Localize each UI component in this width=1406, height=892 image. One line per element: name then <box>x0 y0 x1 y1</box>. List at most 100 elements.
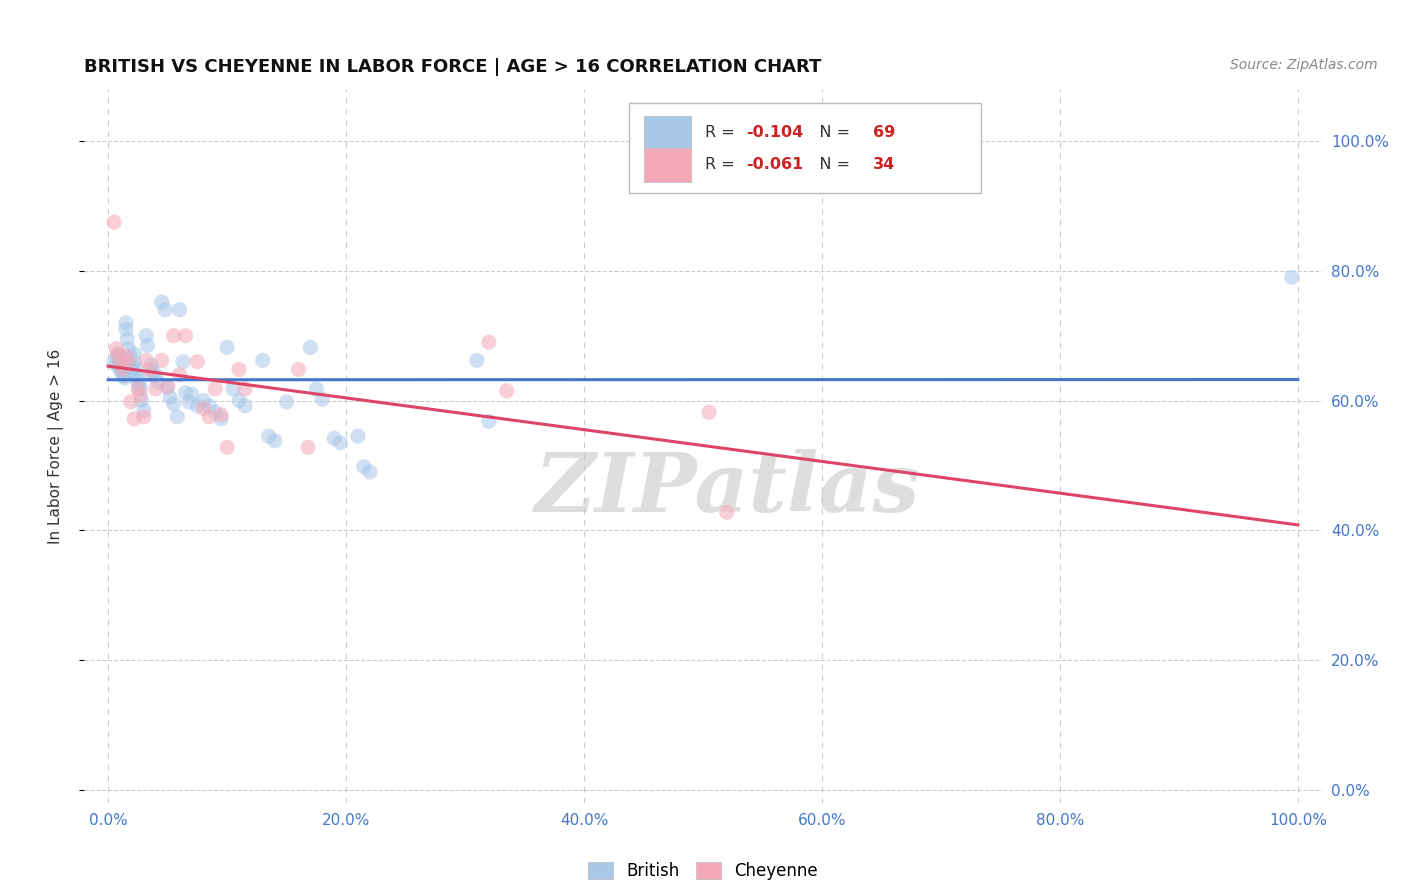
Text: 69: 69 <box>873 125 894 140</box>
Point <box>115 322 138 336</box>
FancyBboxPatch shape <box>628 103 981 193</box>
Point <box>128 377 150 392</box>
Point <box>297 440 319 454</box>
Point <box>132 403 155 417</box>
Point <box>103 215 125 229</box>
Point <box>465 353 488 368</box>
Point <box>107 347 129 361</box>
Point <box>169 368 191 382</box>
Point <box>323 431 346 445</box>
Point <box>228 393 250 408</box>
Legend: British, Cheyenne: British, Cheyenne <box>588 862 818 880</box>
Point <box>108 361 131 376</box>
Point <box>209 408 232 422</box>
Point <box>110 364 132 378</box>
Point <box>127 382 149 396</box>
Text: 34: 34 <box>873 157 894 172</box>
Point <box>204 405 226 419</box>
Point <box>478 335 501 350</box>
Point <box>124 411 146 425</box>
Text: ZIPatlas: ZIPatlas <box>536 449 921 529</box>
Text: R =: R = <box>706 125 741 140</box>
Point <box>204 382 226 396</box>
Point <box>193 401 215 416</box>
Point <box>125 368 148 383</box>
Point <box>217 340 239 354</box>
Point <box>103 354 125 368</box>
Point <box>150 295 173 310</box>
Point <box>107 348 129 362</box>
Text: -0.061: -0.061 <box>747 157 804 172</box>
Text: BRITISH VS CHEYENNE IN LABOR FORCE | AGE > 16 CORRELATION CHART: BRITISH VS CHEYENNE IN LABOR FORCE | AGE… <box>84 58 821 76</box>
Point <box>108 354 131 368</box>
Point <box>162 328 184 343</box>
Point <box>108 351 131 366</box>
Point <box>142 364 165 378</box>
Point <box>329 435 352 450</box>
Point <box>155 302 177 317</box>
Point <box>263 434 285 448</box>
Point <box>697 405 720 419</box>
Point <box>117 342 139 356</box>
Point <box>186 399 208 413</box>
Point <box>118 348 141 362</box>
Text: -0.104: -0.104 <box>747 125 804 140</box>
Point <box>139 362 162 376</box>
Point <box>105 358 128 372</box>
Point <box>131 393 153 408</box>
Point <box>115 350 138 364</box>
Point <box>120 395 142 409</box>
Point <box>156 379 179 393</box>
Point <box>121 362 143 376</box>
Point <box>124 347 146 361</box>
Point <box>122 368 145 382</box>
Y-axis label: In Labor Force | Age > 16: In Labor Force | Age > 16 <box>48 349 63 543</box>
Point <box>347 429 370 443</box>
Point <box>174 385 197 400</box>
Point <box>159 390 181 404</box>
Point <box>111 368 134 382</box>
Point <box>135 328 157 343</box>
Point <box>233 382 256 396</box>
Text: Source: ZipAtlas.com: Source: ZipAtlas.com <box>1230 58 1378 72</box>
Point <box>172 354 194 368</box>
Point <box>233 399 256 413</box>
Point <box>114 371 136 385</box>
Point <box>169 302 191 317</box>
Point <box>174 328 197 343</box>
Point <box>127 374 149 388</box>
Point <box>146 376 169 390</box>
Point <box>257 429 280 443</box>
Point <box>495 384 517 398</box>
Point <box>124 354 146 368</box>
Point <box>198 399 221 413</box>
Point <box>353 459 375 474</box>
Point <box>111 362 134 376</box>
Bar <box>644 116 690 150</box>
Point <box>228 362 250 376</box>
Bar <box>644 148 690 182</box>
Point <box>716 505 738 519</box>
Point <box>145 382 167 396</box>
Point <box>115 332 138 346</box>
Point <box>139 358 162 372</box>
Point <box>139 368 162 382</box>
Point <box>478 414 501 428</box>
Text: R =: R = <box>706 157 741 172</box>
Text: N =: N = <box>804 157 856 172</box>
Point <box>311 392 333 407</box>
Point <box>135 353 157 368</box>
Point <box>287 362 309 376</box>
Point <box>359 465 381 479</box>
Point <box>180 387 202 401</box>
Point <box>132 409 155 424</box>
Point <box>276 395 298 409</box>
Point <box>305 382 328 396</box>
Point <box>1281 270 1303 285</box>
Point <box>115 316 138 330</box>
Point <box>136 338 159 352</box>
Point <box>252 353 274 368</box>
Point <box>193 393 215 408</box>
Point <box>118 358 141 372</box>
Point <box>186 354 208 368</box>
